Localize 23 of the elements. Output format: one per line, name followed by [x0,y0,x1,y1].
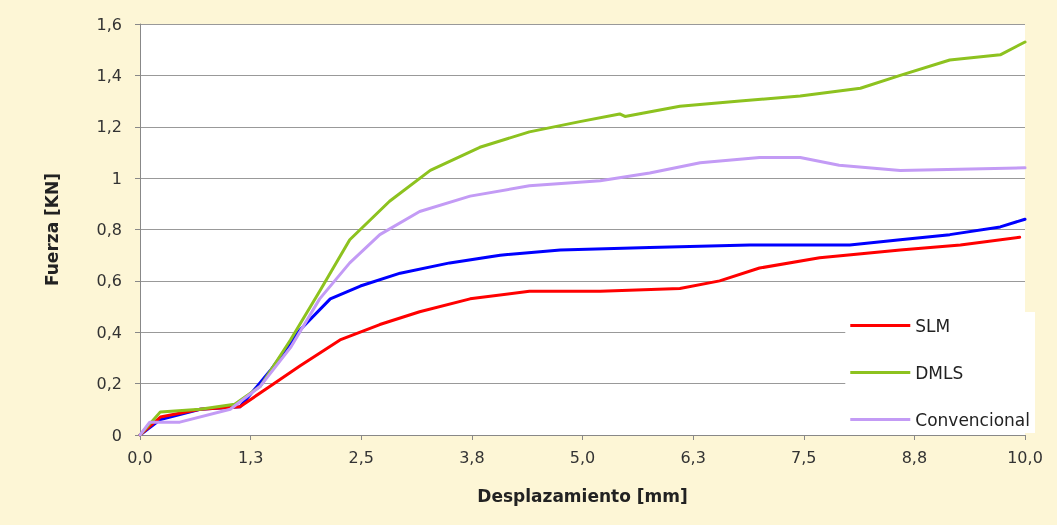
x-tick-label: 3,8 [459,447,485,467]
legend-label: Convencional [915,409,1031,430]
y-tick-label: 1,2 [96,117,122,137]
legend-label: SLM [915,315,951,336]
x-axis-title: Desplazamiento [mm] [477,485,688,506]
x-tick-label: 5,0 [569,447,596,467]
x-tick-label: 1,3 [237,447,264,467]
x-tick-label: 7,5 [791,447,817,467]
y-tick-label: 0,4 [96,322,122,342]
y-tick-label: 1,6 [96,14,122,34]
y-tick-label: 1,4 [96,65,122,85]
x-tick-label: 8,8 [901,447,928,467]
legend-label: DMLS [915,362,964,383]
y-tick-label: 0,8 [96,220,122,239]
y-axis-title: Fuerza [KN] [41,172,62,287]
x-tick-label: 2,5 [348,447,374,467]
x-tick-label: 6,3 [680,447,706,467]
x-tick-label: 0,0 [127,447,153,467]
y-tick-label: 0,6 [96,271,122,291]
x-tick-label: 10,0 [1007,447,1043,467]
y-tick-label: 1 [111,168,122,188]
y-tick-label: 0,2 [96,374,122,394]
y-tick-label: 0 [111,425,122,445]
